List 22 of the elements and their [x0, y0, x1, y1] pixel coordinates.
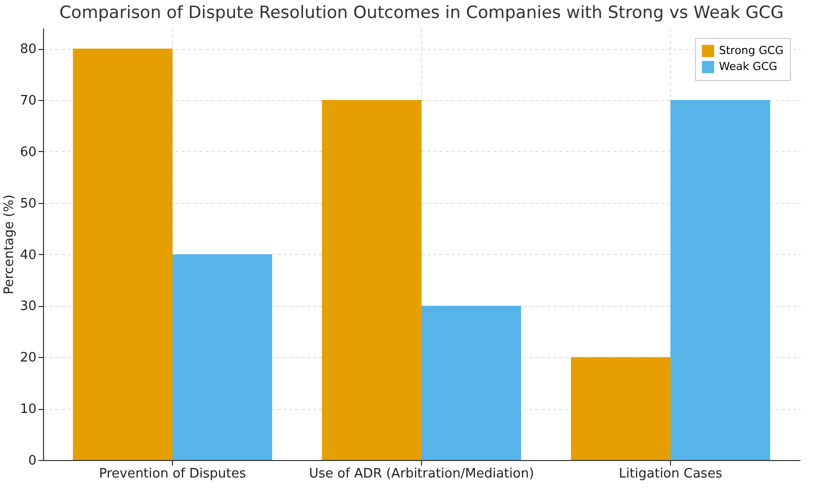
y-tick-label: 40: [20, 248, 36, 263]
bar: [72, 48, 172, 460]
y-tick-label: 70: [20, 94, 36, 108]
bar: [570, 357, 671, 460]
y-tick-label: 0: [28, 454, 36, 468]
y-tick-label: 20: [20, 350, 36, 366]
bar: [670, 100, 770, 460]
bar: [322, 100, 422, 460]
legend-label: Strong GCG: [719, 44, 784, 57]
y-tick-label: 30: [20, 299, 36, 314]
x-tick-label: Use of ADR (Arbitration/Mediation): [308, 466, 534, 482]
bar: [422, 306, 522, 460]
x-tick-label: Prevention of Disputes: [98, 466, 246, 482]
y-tick-label: 50: [20, 196, 36, 212]
y-tick-label: 10: [20, 402, 36, 418]
bar: [172, 254, 272, 460]
y-tick-label: 60: [20, 144, 36, 160]
chart-title: Comparison of Dispute Resolution Outcomes in Companies with Strong vs Weak GCG: [59, 3, 784, 23]
x-tick-label: Litigation Cases: [618, 466, 722, 482]
y-axis-title: Percentage (%): [2, 194, 17, 294]
legend-label: Weak GCG: [719, 60, 778, 73]
y-tick-label: 80: [20, 42, 36, 58]
